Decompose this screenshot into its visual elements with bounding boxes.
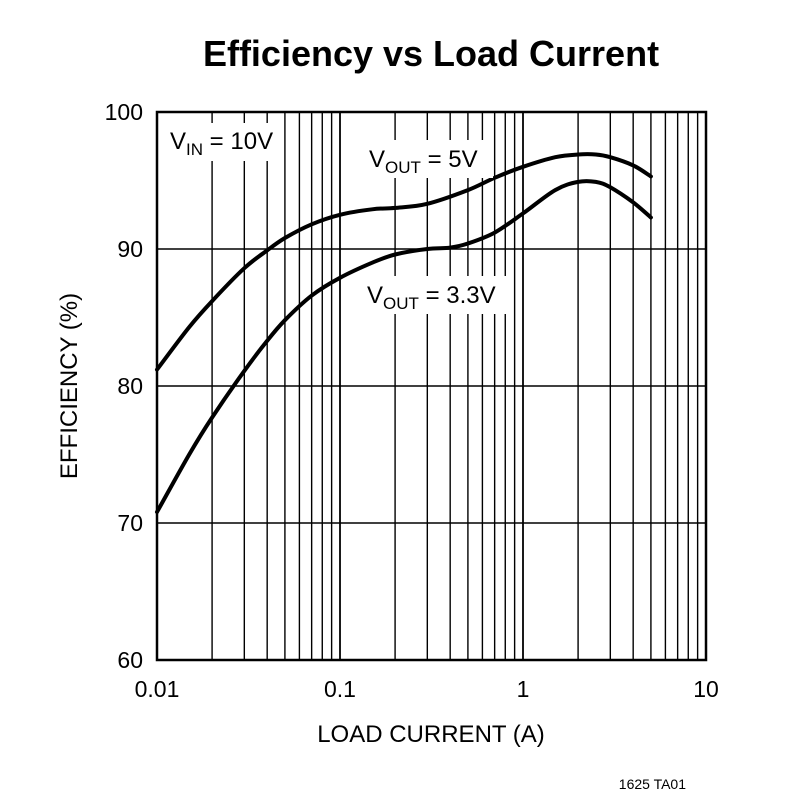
annotations: VIN = 10V VOUT = 5V VOUT = 3.3V	[166, 123, 511, 314]
annotation-label: VOUT = 3.3V	[367, 282, 496, 313]
grid-lines	[157, 112, 706, 660]
y-tick-label: 100	[105, 99, 143, 125]
x-tick-label: 10	[693, 676, 719, 702]
y-tick-label: 90	[117, 236, 143, 262]
y-axis-label: EFFICIENCY (%)	[56, 293, 83, 479]
x-tick-label: 0.01	[135, 676, 180, 702]
annotation-label: VIN = 10V	[170, 128, 273, 159]
series-line	[155, 152, 653, 372]
annotation-background	[365, 140, 493, 178]
y-tick-label: 70	[117, 510, 143, 536]
y-tick-label: 80	[117, 373, 143, 399]
curves	[155, 152, 653, 514]
annotation-background	[363, 276, 511, 314]
series-line	[155, 179, 653, 514]
tick-labels: 0.01 0.1 1 10 60 70 80 90 100	[105, 99, 719, 702]
plot-frame	[155, 110, 708, 662]
y-tick-label: 60	[117, 647, 143, 673]
annotation-background	[166, 123, 284, 161]
annotation-label: VOUT = 5V	[369, 146, 478, 177]
x-tick-label: 1	[517, 676, 530, 702]
chart-title: Efficiency vs Load Current	[203, 33, 659, 74]
x-axis-label: LOAD CURRENT (A)	[317, 721, 545, 748]
figure-code: 1625 TA01	[619, 776, 686, 792]
x-tick-label: 0.1	[324, 676, 356, 702]
